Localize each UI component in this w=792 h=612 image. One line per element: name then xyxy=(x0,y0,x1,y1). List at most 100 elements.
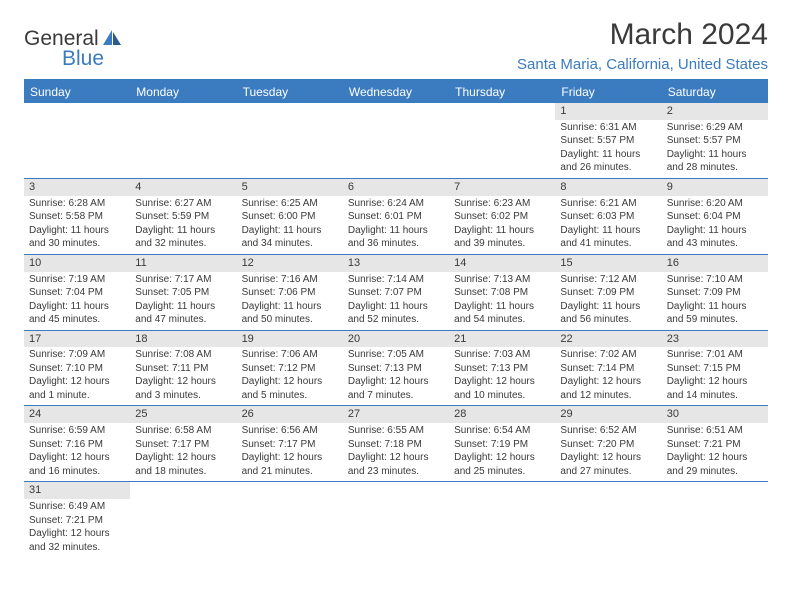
cell-body: Sunrise: 7:14 AMSunset: 7:07 PMDaylight:… xyxy=(343,272,449,330)
calendar-cell: 13Sunrise: 7:14 AMSunset: 7:07 PMDayligh… xyxy=(343,255,449,330)
daylight: Daylight: 12 hours and 18 minutes. xyxy=(135,451,231,478)
day-number: 9 xyxy=(662,179,768,196)
sunset: Sunset: 7:11 PM xyxy=(135,362,231,376)
sunrise: Sunrise: 6:23 AM xyxy=(454,197,550,211)
sunrise: Sunrise: 6:20 AM xyxy=(667,197,763,211)
sunset: Sunset: 7:05 PM xyxy=(135,286,231,300)
daylight: Daylight: 12 hours and 3 minutes. xyxy=(135,375,231,402)
cell-body: Sunrise: 6:29 AMSunset: 5:57 PMDaylight:… xyxy=(662,120,768,178)
day-number: 23 xyxy=(662,331,768,348)
dayhead-tue: Tuesday xyxy=(237,81,343,103)
calendar-cell: 14Sunrise: 7:13 AMSunset: 7:08 PMDayligh… xyxy=(449,255,555,330)
sunset: Sunset: 6:02 PM xyxy=(454,210,550,224)
calendar-cell: 19Sunrise: 7:06 AMSunset: 7:12 PMDayligh… xyxy=(237,331,343,406)
dayhead-mon: Monday xyxy=(130,81,236,103)
calendar-cell: 1Sunrise: 6:31 AMSunset: 5:57 PMDaylight… xyxy=(555,103,661,178)
calendar-cell: 31Sunrise: 6:49 AMSunset: 7:21 PMDayligh… xyxy=(24,482,130,557)
calendar-cell: 6Sunrise: 6:24 AMSunset: 6:01 PMDaylight… xyxy=(343,179,449,254)
calendar-cell: 23Sunrise: 7:01 AMSunset: 7:15 PMDayligh… xyxy=(662,331,768,406)
dayhead-wed: Wednesday xyxy=(343,81,449,103)
sunset: Sunset: 5:57 PM xyxy=(560,134,656,148)
daylight: Daylight: 11 hours and 45 minutes. xyxy=(29,300,125,327)
cell-body: Sunrise: 7:12 AMSunset: 7:09 PMDaylight:… xyxy=(555,272,661,330)
cell-body: Sunrise: 6:21 AMSunset: 6:03 PMDaylight:… xyxy=(555,196,661,254)
dayhead-fri: Friday xyxy=(555,81,661,103)
calendar-cell: 2Sunrise: 6:29 AMSunset: 5:57 PMDaylight… xyxy=(662,103,768,178)
sunrise: Sunrise: 6:49 AM xyxy=(29,500,125,514)
daylight: Daylight: 11 hours and 52 minutes. xyxy=(348,300,444,327)
day-number: 31 xyxy=(24,482,130,499)
day-number: 13 xyxy=(343,255,449,272)
calendar-cell xyxy=(343,103,449,178)
daylight: Daylight: 11 hours and 28 minutes. xyxy=(667,148,763,175)
sunset: Sunset: 7:21 PM xyxy=(667,438,763,452)
cell-body: Sunrise: 7:16 AMSunset: 7:06 PMDaylight:… xyxy=(237,272,343,330)
daylight: Daylight: 11 hours and 56 minutes. xyxy=(560,300,656,327)
day-number: 1 xyxy=(555,103,661,120)
sunrise: Sunrise: 6:24 AM xyxy=(348,197,444,211)
sunrise: Sunrise: 7:16 AM xyxy=(242,273,338,287)
dayhead-row: Sunday Monday Tuesday Wednesday Thursday… xyxy=(24,81,768,103)
calendar-cell: 18Sunrise: 7:08 AMSunset: 7:11 PMDayligh… xyxy=(130,331,236,406)
calendar-cell xyxy=(24,103,130,178)
sunset: Sunset: 6:04 PM xyxy=(667,210,763,224)
day-number: 22 xyxy=(555,331,661,348)
sunset: Sunset: 5:58 PM xyxy=(29,210,125,224)
daylight: Daylight: 12 hours and 32 minutes. xyxy=(29,527,125,554)
cell-body: Sunrise: 6:31 AMSunset: 5:57 PMDaylight:… xyxy=(555,120,661,178)
sunrise: Sunrise: 6:27 AM xyxy=(135,197,231,211)
cell-body: Sunrise: 6:23 AMSunset: 6:02 PMDaylight:… xyxy=(449,196,555,254)
daylight: Daylight: 12 hours and 10 minutes. xyxy=(454,375,550,402)
sunset: Sunset: 7:08 PM xyxy=(454,286,550,300)
cell-body: Sunrise: 7:01 AMSunset: 7:15 PMDaylight:… xyxy=(662,347,768,405)
calendar-cell: 26Sunrise: 6:56 AMSunset: 7:17 PMDayligh… xyxy=(237,406,343,481)
day-number: 12 xyxy=(237,255,343,272)
calendar-cell: 29Sunrise: 6:52 AMSunset: 7:20 PMDayligh… xyxy=(555,406,661,481)
logo: General Blue xyxy=(24,18,123,69)
sunrise: Sunrise: 6:28 AM xyxy=(29,197,125,211)
calendar-cell: 16Sunrise: 7:10 AMSunset: 7:09 PMDayligh… xyxy=(662,255,768,330)
sunrise: Sunrise: 7:09 AM xyxy=(29,348,125,362)
daylight: Daylight: 11 hours and 36 minutes. xyxy=(348,224,444,251)
week-row: 3Sunrise: 6:28 AMSunset: 5:58 PMDaylight… xyxy=(24,179,768,255)
daylight: Daylight: 12 hours and 14 minutes. xyxy=(667,375,763,402)
sunset: Sunset: 7:19 PM xyxy=(454,438,550,452)
daylight: Daylight: 11 hours and 32 minutes. xyxy=(135,224,231,251)
daylight: Daylight: 12 hours and 12 minutes. xyxy=(560,375,656,402)
sunrise: Sunrise: 7:12 AM xyxy=(560,273,656,287)
sunset: Sunset: 6:00 PM xyxy=(242,210,338,224)
cell-body: Sunrise: 6:24 AMSunset: 6:01 PMDaylight:… xyxy=(343,196,449,254)
sunset: Sunset: 7:07 PM xyxy=(348,286,444,300)
day-number: 11 xyxy=(130,255,236,272)
cell-body: Sunrise: 6:55 AMSunset: 7:18 PMDaylight:… xyxy=(343,423,449,481)
daylight: Daylight: 11 hours and 47 minutes. xyxy=(135,300,231,327)
calendar-cell: 28Sunrise: 6:54 AMSunset: 7:19 PMDayligh… xyxy=(449,406,555,481)
cell-body: Sunrise: 6:58 AMSunset: 7:17 PMDaylight:… xyxy=(130,423,236,481)
calendar-cell: 30Sunrise: 6:51 AMSunset: 7:21 PMDayligh… xyxy=(662,406,768,481)
calendar-cell: 20Sunrise: 7:05 AMSunset: 7:13 PMDayligh… xyxy=(343,331,449,406)
cell-body: Sunrise: 7:06 AMSunset: 7:12 PMDaylight:… xyxy=(237,347,343,405)
daylight: Daylight: 11 hours and 34 minutes. xyxy=(242,224,338,251)
day-number: 18 xyxy=(130,331,236,348)
sunrise: Sunrise: 6:51 AM xyxy=(667,424,763,438)
cell-body: Sunrise: 6:20 AMSunset: 6:04 PMDaylight:… xyxy=(662,196,768,254)
day-number: 6 xyxy=(343,179,449,196)
cell-body: Sunrise: 6:52 AMSunset: 7:20 PMDaylight:… xyxy=(555,423,661,481)
cell-body: Sunrise: 6:49 AMSunset: 7:21 PMDaylight:… xyxy=(24,499,130,557)
calendar-cell: 22Sunrise: 7:02 AMSunset: 7:14 PMDayligh… xyxy=(555,331,661,406)
cell-body: Sunrise: 7:02 AMSunset: 7:14 PMDaylight:… xyxy=(555,347,661,405)
sunset: Sunset: 7:14 PM xyxy=(560,362,656,376)
sunset: Sunset: 7:04 PM xyxy=(29,286,125,300)
calendar-cell xyxy=(343,482,449,557)
sunrise: Sunrise: 6:31 AM xyxy=(560,121,656,135)
calendar-cell xyxy=(237,103,343,178)
cell-body: Sunrise: 6:25 AMSunset: 6:00 PMDaylight:… xyxy=(237,196,343,254)
calendar-cell: 4Sunrise: 6:27 AMSunset: 5:59 PMDaylight… xyxy=(130,179,236,254)
sunset: Sunset: 7:15 PM xyxy=(667,362,763,376)
sunrise: Sunrise: 7:08 AM xyxy=(135,348,231,362)
sunset: Sunset: 7:12 PM xyxy=(242,362,338,376)
calendar-cell: 17Sunrise: 7:09 AMSunset: 7:10 PMDayligh… xyxy=(24,331,130,406)
sunrise: Sunrise: 7:01 AM xyxy=(667,348,763,362)
calendar-cell: 21Sunrise: 7:03 AMSunset: 7:13 PMDayligh… xyxy=(449,331,555,406)
calendar-cell: 3Sunrise: 6:28 AMSunset: 5:58 PMDaylight… xyxy=(24,179,130,254)
